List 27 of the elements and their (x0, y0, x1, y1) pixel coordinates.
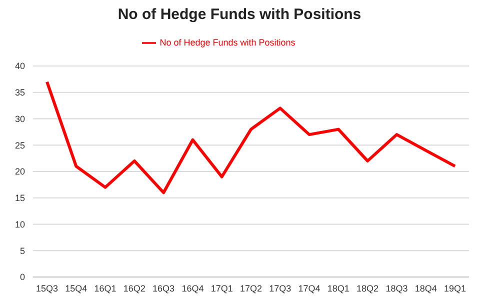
x-tick-label: 17Q4 (298, 283, 320, 294)
y-tick-label: 0 (20, 272, 25, 282)
x-tick-label: 18Q2 (356, 283, 379, 294)
y-tick-label: 30 (14, 114, 25, 124)
x-tick-label: 16Q3 (152, 283, 175, 294)
x-tick-label: 18Q1 (327, 283, 350, 294)
y-tick-label: 35 (14, 88, 25, 98)
x-tick-label: 19Q1 (444, 283, 466, 294)
x-tick-label: 16Q2 (123, 283, 146, 294)
x-tick-label: 15Q4 (65, 283, 88, 294)
x-tick-label: 16Q1 (94, 283, 116, 294)
x-tick-label: 18Q4 (414, 283, 437, 294)
x-tick-label: 17Q3 (269, 283, 292, 294)
x-tick-label: 17Q2 (240, 283, 262, 294)
y-tick-label: 10 (14, 219, 25, 230)
x-tick-label: 18Q3 (386, 283, 408, 294)
y-tick-label: 5 (20, 246, 25, 256)
legend-label: No of Hedge Funds with Positions (160, 37, 296, 48)
x-tick-label: 16Q4 (182, 283, 204, 294)
x-tick-label: 17Q1 (210, 283, 233, 294)
y-tick-label: 20 (14, 166, 25, 177)
y-tick-label: 40 (14, 61, 25, 72)
line-series (46, 80, 456, 194)
y-tick-label: 25 (14, 140, 25, 150)
x-tick-label: 15Q3 (36, 283, 58, 294)
y-tick-label: 15 (14, 193, 25, 204)
chart-title: No of Hedge Funds with Positions (116, 6, 362, 23)
